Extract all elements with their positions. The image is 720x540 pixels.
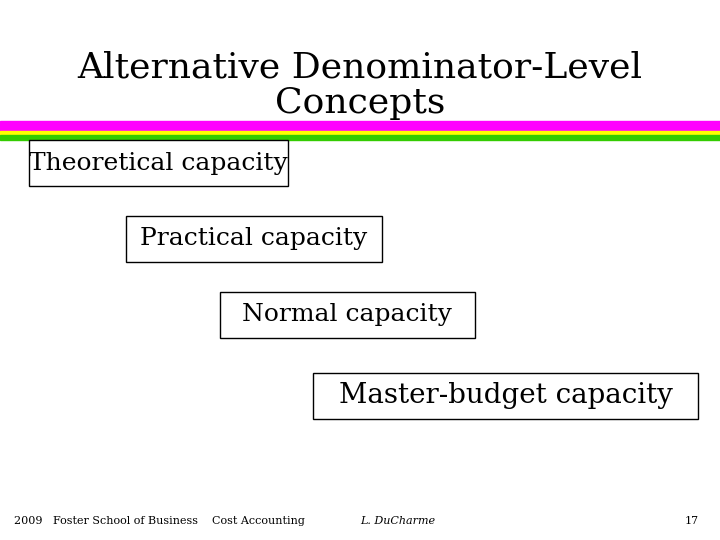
Text: 2009   Foster School of Business    Cost Accounting: 2009 Foster School of Business Cost Acco…: [14, 516, 305, 526]
FancyBboxPatch shape: [313, 373, 698, 418]
Text: Theoretical capacity: Theoretical capacity: [29, 152, 288, 175]
Text: L. DuCharme: L. DuCharme: [360, 516, 435, 526]
Text: Concepts: Concepts: [275, 86, 445, 119]
FancyBboxPatch shape: [220, 292, 475, 338]
Text: Alternative Denominator-Level: Alternative Denominator-Level: [78, 51, 642, 84]
Text: Master-budget capacity: Master-budget capacity: [339, 382, 672, 409]
Text: Practical capacity: Practical capacity: [140, 227, 367, 251]
Text: 17: 17: [684, 516, 698, 526]
FancyBboxPatch shape: [29, 140, 288, 186]
Text: Normal capacity: Normal capacity: [243, 303, 452, 326]
FancyBboxPatch shape: [126, 216, 382, 262]
Bar: [0, 122, 720, 131]
Bar: [0, 135, 720, 140]
Bar: [0, 131, 720, 135]
